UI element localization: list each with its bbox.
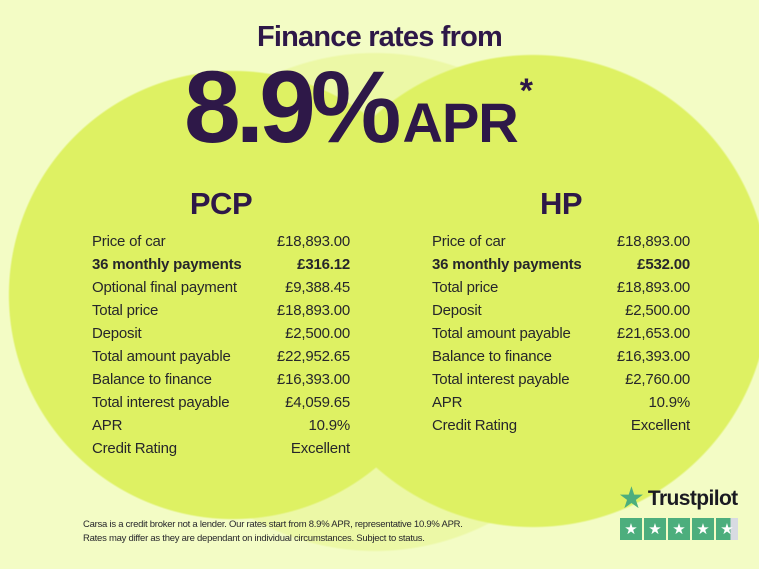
finance-row: Balance to finance £16,393.00 xyxy=(432,348,690,371)
rating-star-half-icon: ★ xyxy=(716,518,738,540)
row-label: Balance to finance xyxy=(92,371,212,388)
row-value: £22,952.65 xyxy=(276,348,350,365)
row-label: APR xyxy=(432,394,463,411)
star-icon: ★ xyxy=(648,520,662,538)
row-label: Deposit xyxy=(92,325,142,342)
row-label: Total price xyxy=(432,279,499,296)
trustpilot-rating-stars: ★ ★ ★ ★ ★ xyxy=(620,518,746,540)
row-label: Optional final payment xyxy=(92,279,237,296)
trustpilot-wordmark: Trustpilot xyxy=(647,487,738,510)
rating-star-full-icon: ★ xyxy=(692,518,714,540)
finance-row: Price of car £18,893.00 xyxy=(92,233,350,256)
row-value: £18,893.00 xyxy=(276,233,350,250)
hp-heading: HP xyxy=(539,186,583,221)
row-value: £16,393.00 xyxy=(276,371,350,388)
rating-star-full-icon: ★ xyxy=(644,518,666,540)
finance-row: Total interest payable £4,059.65 xyxy=(92,394,350,417)
promo-title: Finance rates from xyxy=(256,21,503,53)
row-label: 36 monthly payments xyxy=(92,256,242,273)
star-icon: ★ xyxy=(624,520,638,538)
row-value: £9,388.45 xyxy=(285,279,350,296)
row-label: Total interest payable xyxy=(432,371,570,388)
finance-row: APR 10.9% xyxy=(92,417,350,440)
row-label: Total price xyxy=(92,302,159,319)
trustpilot-star-icon: ★ xyxy=(618,482,645,515)
pcp-column: PCP Price of car £18,893.00 36 monthly p… xyxy=(92,186,350,463)
row-value: £21,653.00 xyxy=(616,325,690,342)
star-icon: ★ xyxy=(696,520,710,538)
finance-row: Total interest payable £2,760.00 xyxy=(432,371,690,394)
star-icon: ★ xyxy=(720,520,734,538)
row-value: £2,760.00 xyxy=(625,371,690,388)
row-label: 36 monthly payments xyxy=(432,256,582,273)
disclaimer-line-1: Carsa is a credit broker not a lender. O… xyxy=(83,519,463,530)
finance-row: APR 10.9% xyxy=(432,394,690,417)
rate-asterisk: * xyxy=(519,72,533,110)
row-label: Total amount payable xyxy=(92,348,231,365)
rating-star-full-icon: ★ xyxy=(668,518,690,540)
finance-row: Total price £18,893.00 xyxy=(432,279,690,302)
row-value: £18,893.00 xyxy=(616,279,690,296)
finance-row: Credit Rating Excellent xyxy=(432,417,690,440)
row-label: Deposit xyxy=(432,302,482,319)
row-value: £2,500.00 xyxy=(625,302,690,319)
hp-column: HP Price of car £18,893.00 36 monthly pa… xyxy=(432,186,690,440)
finance-row: Total amount payable £22,952.65 xyxy=(92,348,350,371)
row-label: Credit Rating xyxy=(92,440,177,457)
row-value: Excellent xyxy=(290,440,350,457)
row-label: Credit Rating xyxy=(432,417,517,434)
row-label: Balance to finance xyxy=(432,348,552,365)
finance-row: Credit Rating Excellent xyxy=(92,440,350,463)
row-label: Price of car xyxy=(432,233,506,250)
trustpilot-badge: ★ Trustpilot ★ ★ ★ ★ ★ xyxy=(618,482,746,540)
rating-star-full-icon: ★ xyxy=(620,518,642,540)
rate-unit: APR xyxy=(402,91,519,154)
disclaimer-line-2: Rates may differ as they are dependant o… xyxy=(83,532,425,544)
row-value: £532.00 xyxy=(637,256,690,273)
finance-row: 36 monthly payments £316.12 xyxy=(92,256,350,279)
finance-row: 36 monthly payments £532.00 xyxy=(432,256,690,279)
trustpilot-logo: ★ Trustpilot xyxy=(618,482,746,515)
finance-row: Deposit £2,500.00 xyxy=(432,302,690,325)
row-label: APR xyxy=(92,417,123,434)
row-label: Price of car xyxy=(92,233,166,250)
row-value: 10.9% xyxy=(648,394,690,411)
row-label: Total interest payable xyxy=(92,394,230,411)
row-value: £4,059.65 xyxy=(285,394,350,411)
row-value: £18,893.00 xyxy=(616,233,690,250)
finance-row: Optional final payment £9,388.45 xyxy=(92,279,350,302)
row-value: £18,893.00 xyxy=(276,302,350,319)
row-value: £316.12 xyxy=(297,256,350,273)
finance-row: Deposit £2,500.00 xyxy=(92,325,350,348)
pcp-heading: PCP xyxy=(189,186,253,221)
star-icon: ★ xyxy=(672,520,686,538)
finance-row: Total price £18,893.00 xyxy=(92,302,350,325)
disclaimer-text: Carsa is a credit broker not a lender. O… xyxy=(83,518,503,545)
finance-row: Total amount payable £21,653.00 xyxy=(432,325,690,348)
rate-headline: 8.9% APR * xyxy=(0,56,737,158)
finance-row: Price of car £18,893.00 xyxy=(432,233,690,256)
row-label: Total amount payable xyxy=(432,325,571,342)
finance-row: Balance to finance £16,393.00 xyxy=(92,371,350,394)
row-value: £2,500.00 xyxy=(285,325,350,342)
row-value: Excellent xyxy=(630,417,690,434)
row-value: £16,393.00 xyxy=(616,348,690,365)
rate-value: 8.9% xyxy=(184,50,401,164)
row-value: 10.9% xyxy=(308,417,350,434)
